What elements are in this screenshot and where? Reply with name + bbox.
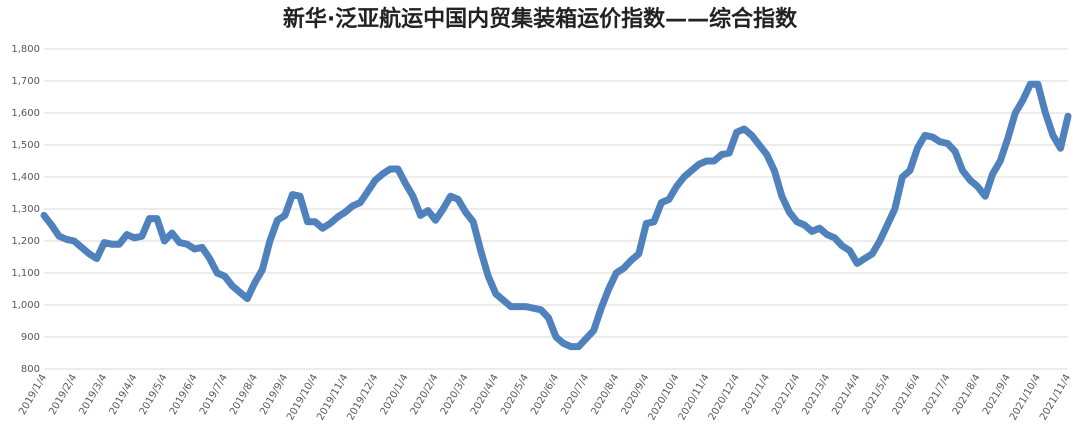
x-tick-label: 2019/9/4 — [258, 373, 290, 417]
x-tick-label: 2020/1/4 — [379, 373, 411, 417]
x-tick-label: 2021/4/4 — [830, 373, 862, 417]
x-tick-label: 2019/11/4 — [315, 373, 350, 423]
x-tick-label: 2020/10/4 — [646, 373, 681, 423]
data-line — [40, 80, 1072, 351]
y-tick-label: 1,500 — [11, 140, 40, 151]
x-tick-label: 2019/2/4 — [47, 373, 79, 417]
x-tick-label: 2020/6/4 — [529, 373, 561, 417]
y-tick-label: 1,800 — [11, 44, 40, 55]
x-tick-label: 2020/5/4 — [499, 373, 531, 417]
x-tick-label: 2019/1/4 — [17, 373, 49, 417]
y-tick-label: 1,000 — [11, 300, 40, 311]
x-tick-label: 2019/6/4 — [168, 373, 200, 417]
y-tick-label: 1,700 — [11, 76, 40, 87]
y-tick-label: 1,300 — [11, 204, 40, 215]
y-tick-label: 1,400 — [11, 172, 40, 183]
x-tick-label: 2021/10/4 — [1008, 373, 1043, 423]
x-tick-label: 2019/4/4 — [108, 373, 140, 417]
x-tick-label: 2020/4/4 — [469, 373, 501, 417]
x-tick-label: 2019/10/4 — [285, 373, 320, 423]
x-tick-label: 2019/8/4 — [228, 373, 260, 417]
y-tick-label: 800 — [21, 364, 40, 375]
y-tick-label: 1,200 — [11, 236, 40, 247]
x-tick-label: 2021/3/4 — [800, 373, 832, 417]
x-tick-label: 2019/12/4 — [345, 373, 380, 423]
x-tick-label: 2020/8/4 — [589, 373, 621, 417]
x-tick-label: 2021/6/4 — [891, 373, 923, 417]
x-tick-label: 2021/8/4 — [951, 373, 983, 417]
x-tick-label: 2020/3/4 — [439, 373, 471, 417]
x-tick-label: 2021/5/4 — [861, 373, 893, 417]
x-tick-label: 2021/11/4 — [1038, 373, 1073, 423]
x-tick-label: 2020/9/4 — [620, 373, 652, 417]
y-tick-label: 1,600 — [11, 108, 40, 119]
x-tick-label: 2020/2/4 — [409, 373, 441, 417]
x-tick-label: 2021/7/4 — [921, 373, 953, 417]
x-tick-label: 2019/3/4 — [77, 373, 109, 417]
x-tick-label: 2019/5/4 — [138, 373, 170, 417]
chart-title: 新华·泛亚航运中国内贸集装箱运价指数——综合指数 — [283, 6, 798, 32]
x-tick-label: 2020/7/4 — [559, 373, 591, 417]
x-tick-label: 2021/9/4 — [981, 372, 1013, 416]
y-tick-label: 1,100 — [11, 268, 40, 279]
x-tick-label: 2019/7/4 — [198, 373, 230, 417]
y-tick-label: 900 — [21, 332, 40, 343]
x-tick-label: 2021/1/4 — [740, 373, 772, 417]
x-tick-label: 2021/2/4 — [770, 373, 802, 417]
x-tick-label: 2020/11/4 — [677, 373, 712, 423]
x-tick-label: 2020/12/4 — [707, 373, 742, 423]
